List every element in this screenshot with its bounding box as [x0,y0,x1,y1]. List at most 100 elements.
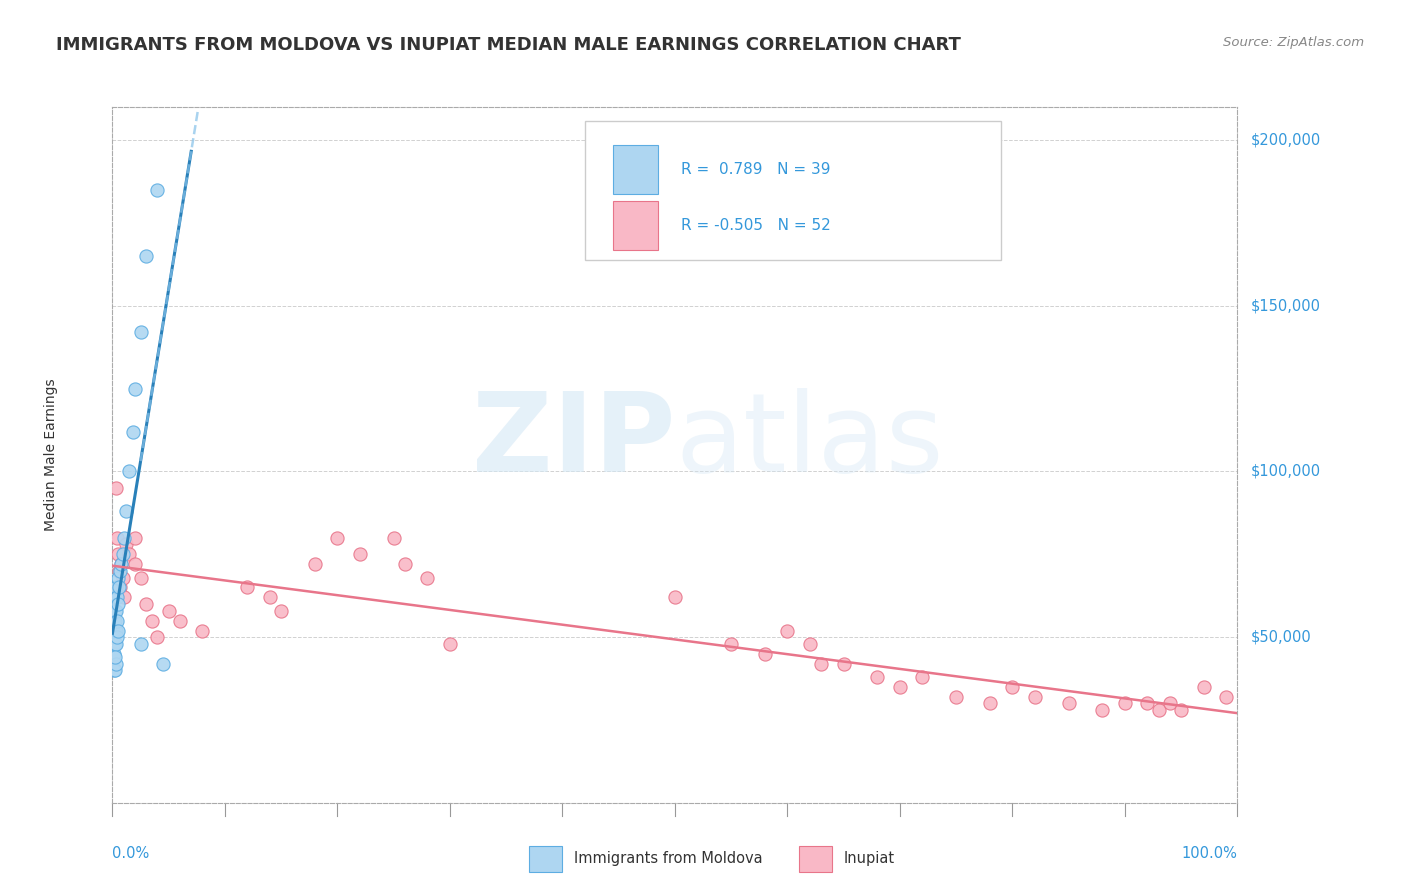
Point [270,604,292,618]
Point [135,597,157,611]
Point [129,326,152,340]
Text: 0.0%: 0.0% [112,846,149,861]
Point [111,570,134,584]
Point [146,183,169,197]
Point [1136,697,1159,711]
Point [129,570,152,584]
Point [103,637,125,651]
Point [236,581,259,595]
Text: atlas: atlas [675,387,943,494]
Point [115,504,138,518]
Point [1170,703,1192,717]
Point [103,604,125,618]
Point [104,591,127,605]
Text: $150,000: $150,000 [1251,298,1320,313]
Point [103,647,125,661]
FancyBboxPatch shape [529,846,562,872]
Point [107,547,129,561]
Point [107,570,129,584]
Point [105,531,128,545]
Point [104,637,127,651]
Point [1057,697,1080,711]
Text: $200,000: $200,000 [1251,133,1322,148]
FancyBboxPatch shape [799,846,832,872]
Point [124,531,146,545]
Point [104,604,127,618]
Point [110,558,132,572]
Point [169,614,191,628]
Point [103,630,125,644]
Point [776,624,799,638]
Point [1024,690,1046,704]
Point [1192,680,1215,694]
Point [115,537,138,551]
Point [110,558,132,572]
Point [104,581,127,595]
Text: R =  0.789   N = 39: R = 0.789 N = 39 [681,162,830,178]
Point [103,614,125,628]
Text: Median Male Earnings: Median Male Earnings [44,378,58,532]
Point [104,604,127,618]
Point [105,630,128,644]
Point [103,663,125,677]
Text: Immigrants from Moldova: Immigrants from Moldova [574,851,762,866]
Point [799,637,821,651]
Text: R = -0.505   N = 52: R = -0.505 N = 52 [681,218,831,233]
Point [124,382,146,396]
Point [152,657,174,671]
FancyBboxPatch shape [613,145,658,194]
Point [832,657,855,671]
Point [945,690,967,704]
Point [118,547,141,561]
Point [121,425,143,439]
Point [416,570,439,584]
Point [720,637,742,651]
Text: $50,000: $50,000 [1251,630,1312,645]
Point [124,558,146,572]
Point [889,680,911,694]
Point [110,581,132,595]
Point [394,558,416,572]
Point [104,663,127,677]
Point [107,624,129,638]
Point [349,547,371,561]
Text: 100.0%: 100.0% [1181,846,1237,861]
Point [1147,703,1170,717]
Text: IMMIGRANTS FROM MOLDOVA VS INUPIAT MEDIAN MALE EARNINGS CORRELATION CHART: IMMIGRANTS FROM MOLDOVA VS INUPIAT MEDIA… [56,36,962,54]
Point [191,624,214,638]
Point [1091,703,1114,717]
Point [111,547,134,561]
Point [108,564,131,578]
Point [1001,680,1024,694]
Text: Source: ZipAtlas.com: Source: ZipAtlas.com [1223,36,1364,49]
Point [108,581,131,595]
Point [146,630,169,644]
Point [326,531,349,545]
Point [104,624,127,638]
Point [104,614,127,628]
Point [911,670,934,684]
Point [259,591,281,605]
Point [112,531,135,545]
Point [104,624,127,638]
Point [135,249,157,263]
Point [439,637,461,651]
Point [979,697,1001,711]
Point [110,564,132,578]
FancyBboxPatch shape [585,121,1001,260]
FancyBboxPatch shape [613,201,658,250]
Point [1215,690,1237,704]
Point [866,670,889,684]
Point [1114,697,1136,711]
Point [112,591,135,605]
Point [810,657,832,671]
Point [104,650,127,665]
Point [1159,697,1181,711]
Point [105,614,128,628]
Point [304,558,326,572]
Point [105,591,128,605]
Point [382,531,405,545]
Point [103,624,125,638]
Point [118,465,141,479]
Point [141,614,163,628]
